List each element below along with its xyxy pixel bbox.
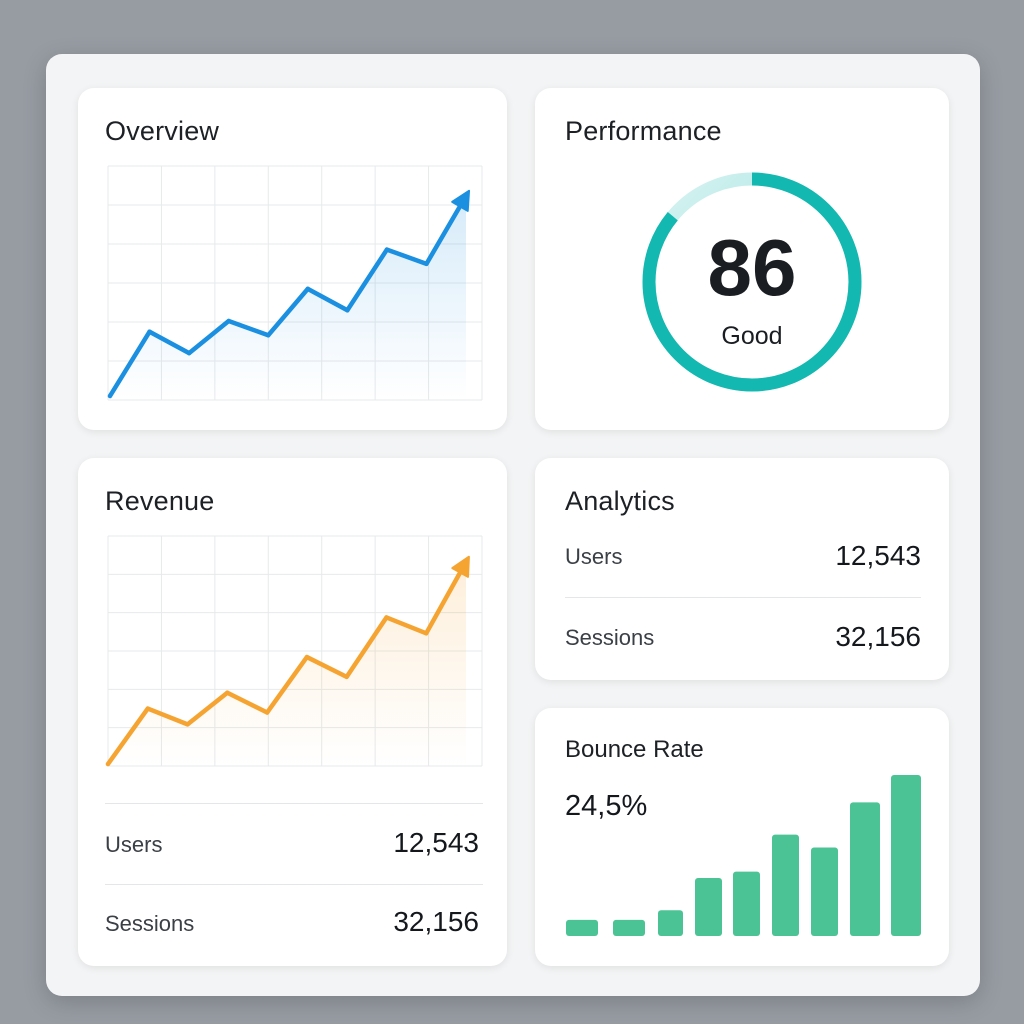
revenue-title: Revenue: [105, 486, 215, 516]
bounce-bar: [658, 910, 683, 936]
revenue-point: [344, 674, 349, 680]
revenue-point: [384, 615, 389, 620]
analytics-users-value: 12,543: [835, 540, 921, 571]
performance-score-ring: [642, 172, 862, 392]
overview-line-chart: [107, 165, 483, 401]
overview-point: [147, 329, 152, 334]
revenue-point: [225, 690, 230, 695]
revenue-series-line: [105, 559, 469, 767]
overview-point: [226, 318, 231, 324]
revenue-sessions-value: 32,156: [393, 906, 479, 937]
revenue-users-value: 12,543: [393, 827, 479, 858]
bounce-bar: [733, 871, 760, 936]
bounce-rate-card[interactable]: Bounce Rate 24,5%: [535, 708, 949, 966]
analytics-sessions-label: Sessions: [565, 625, 655, 650]
revenue-point: [424, 631, 429, 636]
overview-point: [384, 247, 390, 252]
bounce-bar: [566, 919, 598, 936]
overview-point: [186, 350, 192, 356]
overview-point: [107, 393, 113, 399]
performance-title: Performance: [565, 116, 722, 146]
overview-point: [424, 261, 429, 267]
overview-card[interactable]: Overview: [78, 88, 507, 430]
analytics-users-label: Users: [565, 544, 623, 569]
revenue-point: [145, 706, 150, 711]
bounce-rate-bar-chart: [566, 775, 921, 936]
revenue-card[interactable]: Revenue Users 12,543 Sessions 32,156: [78, 458, 507, 966]
bounce-rate-value: 24,5%: [565, 790, 648, 822]
revenue-point: [264, 710, 270, 715]
analytics-card[interactable]: Analytics Users 12,543 Sessions 32,156: [535, 458, 949, 680]
analytics-sessions-value: 32,156: [835, 621, 921, 652]
revenue-users-label: Users: [105, 832, 163, 857]
revenue-divider-top: [105, 803, 483, 804]
revenue-divider-middle: [105, 884, 483, 885]
performance-score: 86: [707, 223, 797, 312]
overview-arrow-icon: [451, 189, 471, 212]
overview-point: [266, 333, 271, 338]
bounce-bar: [811, 847, 838, 936]
bounce-bar: [695, 878, 722, 936]
revenue-point: [185, 722, 190, 727]
bounce-bar: [850, 802, 880, 936]
bounce-rate-title: Bounce Rate: [565, 736, 704, 763]
performance-status: Good: [721, 322, 783, 350]
overview-point: [305, 286, 310, 292]
revenue-point: [304, 654, 310, 660]
performance-card[interactable]: Performance 86 Good: [535, 88, 949, 430]
revenue-arrow-icon: [451, 555, 470, 578]
bounce-bar: [613, 919, 645, 936]
overview-point: [345, 308, 350, 313]
bounce-bar: [772, 834, 799, 936]
revenue-point: [105, 761, 111, 767]
revenue-sessions-label: Sessions: [105, 911, 195, 936]
analytics-divider: [565, 597, 921, 598]
overview-area: [110, 196, 466, 400]
bounce-bar: [891, 775, 921, 936]
revenue-area: [108, 562, 466, 766]
analytics-title: Analytics: [565, 486, 675, 516]
performance-ring-progress: [642, 172, 862, 392]
overview-series-line: [107, 193, 469, 399]
revenue-line-chart: [105, 535, 483, 767]
overview-title: Overview: [105, 116, 220, 146]
